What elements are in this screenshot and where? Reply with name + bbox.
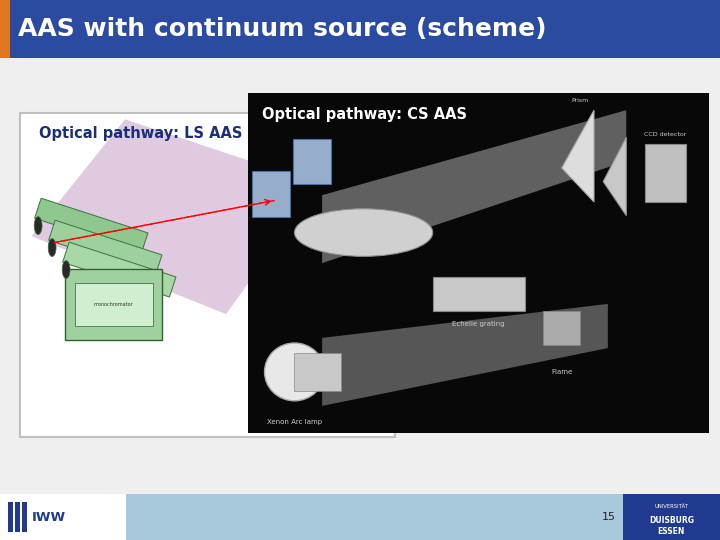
Ellipse shape <box>35 217 42 234</box>
Bar <box>248 93 709 433</box>
Text: Prism: Prism <box>572 98 589 103</box>
Bar <box>75 283 153 326</box>
Polygon shape <box>32 119 320 314</box>
Bar <box>20 113 395 437</box>
Bar <box>433 276 525 310</box>
Ellipse shape <box>62 261 70 279</box>
Text: Optical pathway: CS AAS: Optical pathway: CS AAS <box>262 107 467 122</box>
Polygon shape <box>35 198 148 253</box>
Text: Optical pathway: LS AAS: Optical pathway: LS AAS <box>39 126 242 141</box>
Bar <box>0 0 10 58</box>
Text: DUISBURG: DUISBURG <box>649 516 694 525</box>
Bar <box>294 139 331 184</box>
Bar <box>623 494 720 540</box>
Text: Echelle grating: Echelle grating <box>452 321 505 327</box>
Text: IWW: IWW <box>32 510 66 524</box>
Ellipse shape <box>48 239 56 256</box>
Bar <box>15 502 20 532</box>
Bar <box>0 494 126 540</box>
Ellipse shape <box>264 343 325 401</box>
Text: Flame: Flame <box>551 368 572 375</box>
Bar <box>65 268 163 340</box>
Text: AAS with continuum source (scheme): AAS with continuum source (scheme) <box>18 17 546 41</box>
Bar <box>644 144 686 202</box>
Polygon shape <box>322 304 608 406</box>
Text: CCD detector: CCD detector <box>644 132 687 137</box>
Text: ESSEN: ESSEN <box>657 527 685 536</box>
Text: UNIVERSITÄT: UNIVERSITÄT <box>654 504 688 509</box>
Polygon shape <box>322 110 626 263</box>
Bar <box>22 502 27 532</box>
Bar <box>294 353 341 390</box>
Ellipse shape <box>294 209 433 256</box>
Polygon shape <box>49 220 162 275</box>
Polygon shape <box>562 110 594 202</box>
Bar <box>8 502 13 532</box>
Text: Xenon Arc lamp: Xenon Arc lamp <box>267 420 322 426</box>
Polygon shape <box>603 137 626 215</box>
Bar <box>544 310 580 345</box>
Polygon shape <box>63 242 176 297</box>
Text: 15: 15 <box>601 512 616 522</box>
Bar <box>0 0 720 58</box>
Bar <box>0 58 720 494</box>
Bar <box>0 494 720 540</box>
Bar <box>252 171 289 217</box>
Text: monochromator: monochromator <box>94 302 134 307</box>
